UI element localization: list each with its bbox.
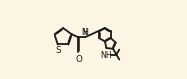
- Text: H: H: [82, 28, 88, 37]
- Text: NH: NH: [100, 51, 112, 60]
- Text: S: S: [55, 46, 61, 55]
- Text: O: O: [75, 55, 82, 64]
- Text: N: N: [81, 28, 87, 37]
